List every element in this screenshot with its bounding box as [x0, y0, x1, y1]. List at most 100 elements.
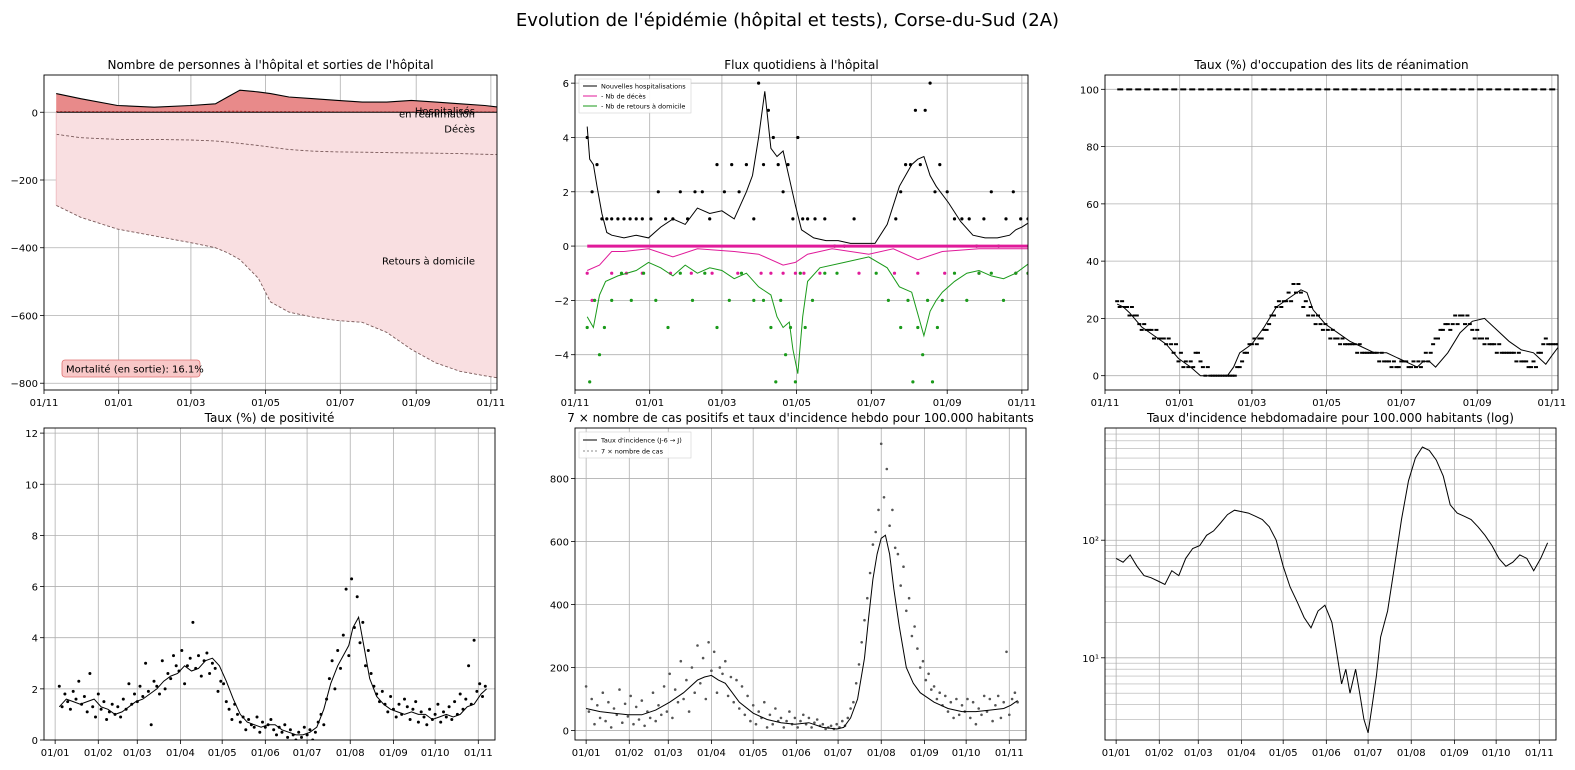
point-cas [899, 584, 902, 587]
point-occupation [1487, 343, 1492, 346]
point-positivite [433, 712, 437, 716]
point-occupation [1458, 314, 1463, 317]
point-positivite [160, 659, 164, 663]
point-cas [612, 707, 616, 710]
point-hospitalisations [730, 163, 734, 167]
point-hospitalisations [918, 163, 922, 167]
point-occupation [1335, 337, 1340, 340]
point-occupation [1242, 351, 1247, 354]
point-cas [710, 669, 713, 672]
point-hospitalisations [649, 217, 653, 221]
point-cas [966, 697, 969, 701]
point-occupation [1196, 351, 1200, 354]
x-tick-label: 01/08 [867, 748, 896, 759]
y-tick-label: 8 [32, 531, 38, 542]
chart-cas: 01/01 01/02 01/03 01/04 01/05 01/06 01/07 01/08… [550, 411, 1034, 759]
point-occupation [1463, 323, 1467, 326]
x-tick-label: 01/03 [1184, 748, 1213, 759]
point-occupation [1489, 343, 1494, 346]
point-retours [926, 298, 930, 302]
x-tick-label: 01/03 [1238, 398, 1267, 409]
x-tick-label: 01/06 [782, 748, 811, 759]
point-deces [689, 271, 693, 275]
point-occupation [1502, 351, 1507, 354]
point-occupation [1546, 343, 1551, 346]
y-tick-label: 800 [550, 474, 569, 485]
point-cas [682, 697, 685, 701]
point-cas [857, 663, 861, 666]
point-cas [751, 704, 755, 707]
point-cas [949, 700, 953, 704]
point-positivite [158, 692, 161, 696]
point-occupation [1409, 366, 1414, 369]
point-cas [849, 707, 852, 710]
y-tick-label: 600 [550, 537, 569, 548]
point-hospitalisations [610, 217, 614, 221]
point-occupation [1320, 328, 1325, 331]
point-occupation [1154, 328, 1159, 331]
y-tick-label: −4 [554, 351, 569, 362]
x-tick-label: 01/03 [177, 398, 206, 409]
point-hospitalisations [766, 108, 771, 112]
line-incidence [585, 534, 1018, 730]
point-hospitalisations [628, 217, 632, 221]
point-occupation [1188, 360, 1193, 363]
point-hospitalisations [786, 163, 790, 167]
x-tick-label: 01/01 [41, 748, 70, 759]
point-hospitalisations [781, 190, 785, 194]
point-cas [932, 685, 936, 688]
point-positivite [453, 700, 457, 704]
x-tick-label: 01/02 [84, 748, 113, 759]
point-positivite [467, 664, 471, 668]
point-occupation [1181, 366, 1186, 369]
x-tick-label: 01/06 [1312, 748, 1341, 759]
x-tick-label: 01/08 [1397, 748, 1426, 759]
point-occupation [1230, 374, 1235, 377]
point-occupation [1460, 314, 1465, 317]
y-tick-label: 0 [32, 736, 38, 747]
point-occupation [1232, 374, 1237, 377]
x-tick-label: 01/09 [910, 748, 939, 759]
point-occupation [1369, 351, 1374, 354]
point-positivite [252, 725, 256, 729]
point-retours [803, 325, 807, 330]
point-hospitalisations [894, 217, 898, 221]
point-cas [657, 704, 660, 707]
axes-frame [1104, 74, 1559, 391]
point-hospitalisations [634, 217, 638, 221]
x-tick-label: 01/07 [1354, 748, 1383, 759]
point-cas [935, 697, 939, 701]
point-positivite [99, 707, 103, 711]
y-tick-label: 60 [1086, 200, 1099, 211]
point-occupation [1159, 337, 1164, 340]
point-cas [980, 713, 983, 717]
x-tick-label: 01/01 [572, 748, 601, 759]
point-cas [902, 565, 905, 568]
point-retours [690, 298, 695, 302]
point-cas [896, 552, 900, 556]
point-cas [660, 713, 663, 717]
point-positivite [216, 689, 220, 693]
point-occupation [1440, 328, 1445, 331]
point-occupation [1294, 291, 1298, 294]
point-positivite [327, 677, 331, 681]
point-cas [598, 716, 602, 720]
y-tick-label: 12 [25, 429, 38, 440]
plot-area [584, 442, 1019, 731]
point-positivite [60, 705, 64, 709]
point-positivite [408, 718, 412, 721]
point-positivite [333, 687, 337, 691]
axes-frame [43, 74, 498, 391]
point-occupation [1499, 351, 1504, 354]
point-occupation [1257, 337, 1262, 340]
point-cas [779, 716, 783, 720]
point-hospitalisations [1011, 190, 1015, 194]
point-retours [678, 271, 682, 275]
point-positivite [191, 620, 195, 624]
point-occupation [1384, 360, 1389, 363]
point-positivite [144, 661, 148, 665]
point-occupation [1494, 351, 1499, 354]
point-cas [1005, 650, 1008, 654]
point-cas [863, 618, 866, 622]
point-retours [977, 271, 981, 275]
